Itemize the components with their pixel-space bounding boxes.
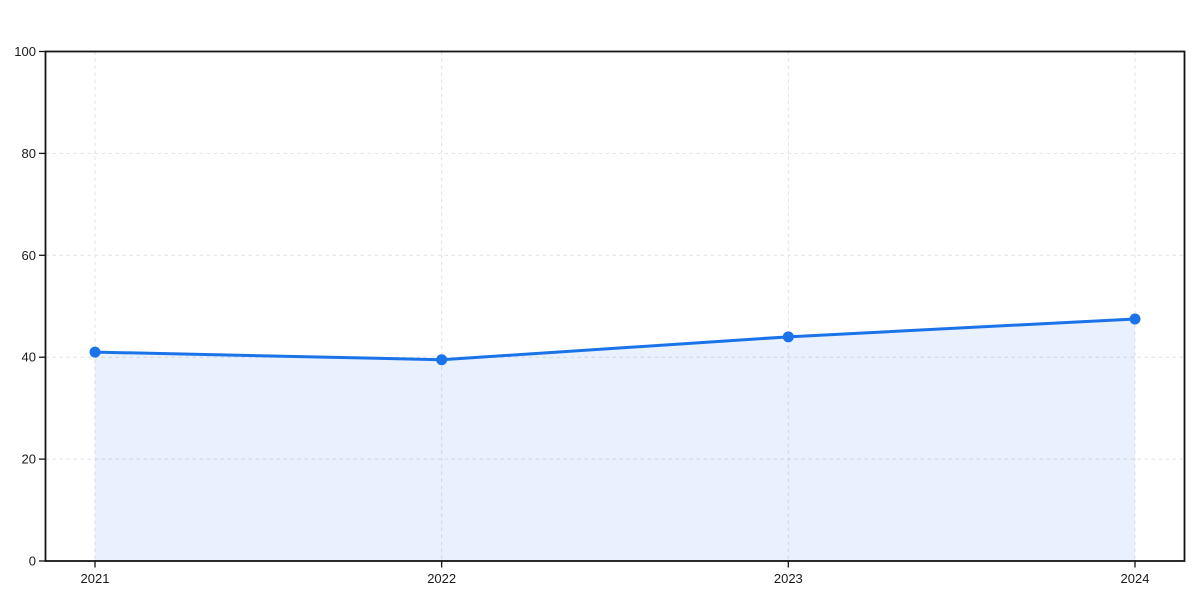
y-tick-label: 40 <box>22 350 36 365</box>
plot-border <box>44 50 1186 562</box>
trend-line <box>93 317 1137 362</box>
y-tick-label: 100 <box>14 44 36 59</box>
y-tick-label: 20 <box>22 452 36 467</box>
data-point-marker <box>436 354 448 366</box>
x-tick-label: 2021 <box>81 571 110 586</box>
x-tick-label: 2023 <box>774 571 803 586</box>
area-fill <box>95 318 1135 561</box>
x-tick-label: 2022 <box>427 571 456 586</box>
y-tick-label: 80 <box>22 146 36 161</box>
data-point-marker <box>782 331 794 343</box>
data-point-marker <box>1129 313 1141 325</box>
y-tick-label: 0 <box>29 554 36 569</box>
data-point-marker <box>89 346 101 358</box>
y-tick-label: 60 <box>22 248 36 263</box>
plot-background <box>45 51 1185 561</box>
x-tick-label: 2024 <box>1121 571 1150 586</box>
